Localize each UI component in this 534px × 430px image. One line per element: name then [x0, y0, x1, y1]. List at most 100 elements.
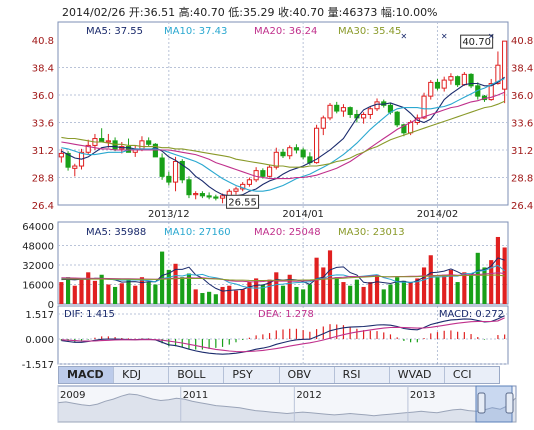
volume-bar: [254, 278, 259, 304]
volume-bar: [160, 251, 165, 304]
navigator-panel[interactable]: 2009 2011 2012 2013: [57, 385, 517, 423]
chart-labels: 40.8 40.8 38.4 38.4 36.0 36.0 33.6 33.6 31.2 31.2…: [22, 26, 534, 371]
candle-down: [334, 104, 340, 112]
price-y-tick-right: 40.8: [511, 36, 533, 47]
macd-dea-legend: DEA: 1.278: [258, 309, 314, 320]
tab-kdj[interactable]: KDJ: [114, 367, 170, 383]
macd-y-tick: 0.000: [25, 335, 54, 346]
volume-bar: [408, 282, 413, 304]
tab-boll[interactable]: BOLL: [169, 367, 225, 383]
price-y-tick-left: 26.4: [32, 201, 54, 212]
volume-bar: [307, 284, 312, 304]
volume-bar: [428, 255, 433, 304]
candle-up: [367, 108, 373, 115]
candle-down: [152, 143, 158, 158]
candle-down: [146, 140, 152, 145]
candle-down: [199, 193, 205, 197]
price-y-tick-right: 31.2: [511, 146, 533, 157]
volume-bar: [354, 279, 359, 304]
high-price-label: 40.70: [460, 34, 494, 49]
volume-bar: [106, 284, 111, 304]
candle-up: [273, 151, 279, 168]
tab-psy[interactable]: PSY: [224, 367, 280, 383]
low-price-label: 26.55: [226, 194, 260, 209]
candle-up: [139, 140, 145, 150]
event-marker-icon: ✕: [401, 32, 408, 41]
volume-bar: [240, 289, 245, 304]
volume-bar: [180, 277, 185, 304]
volume-ma-legend: MA5: 35988: [86, 227, 146, 238]
volume-bar: [92, 280, 98, 304]
candle-up: [314, 127, 320, 164]
volume-bar: [280, 285, 286, 304]
volume-bar: [99, 274, 104, 304]
price-ma30-line: [61, 100, 505, 168]
candle-down: [468, 73, 474, 87]
candle-down: [455, 76, 461, 86]
volume-bar: [227, 285, 232, 304]
volume-bar: [65, 277, 71, 304]
price-y-tick-right: 28.8: [511, 174, 533, 185]
volume-bar: [139, 277, 145, 304]
candle-up: [253, 170, 259, 181]
volume-bar: [113, 286, 118, 304]
volume-bar: [119, 283, 124, 304]
volume-y-tick: 48000: [22, 242, 54, 253]
candle-down: [166, 175, 172, 183]
indicator-tabs: MACD KDJ BOLL PSY OBV RSI WVAD CCI: [58, 366, 500, 384]
volume-bar: [348, 285, 353, 304]
volume-bar: [314, 257, 319, 304]
navigator-year-label: 2009: [60, 390, 85, 401]
candle-up: [85, 144, 91, 153]
macd-dea-line: [61, 317, 505, 353]
chart-grid: [57, 21, 509, 422]
macd-y-tick: -1.517: [22, 360, 54, 371]
candle-down: [179, 160, 185, 181]
candle-up: [327, 104, 333, 119]
volume-panel: [59, 236, 507, 304]
volume-bar: [193, 289, 198, 304]
event-marker-icon: ✕: [488, 32, 495, 41]
volume-bar: [79, 279, 84, 304]
volume-bar: [401, 280, 406, 304]
date-x-tick: 2014/02: [417, 209, 459, 220]
candle-down: [401, 124, 407, 134]
volume-bar: [341, 282, 346, 304]
macd-y-tick: 1.517: [25, 310, 54, 321]
tab-obv[interactable]: OBV: [280, 367, 335, 383]
price-panel: [58, 40, 508, 204]
volume-bar: [455, 282, 460, 304]
volume-bar: [72, 285, 77, 304]
price-y-tick-left: 31.2: [32, 146, 54, 157]
macd-value-legend: MACD: 0.272: [439, 309, 504, 320]
candle-down: [293, 147, 300, 151]
candle-up: [340, 107, 347, 112]
price-y-tick-left: 36.0: [32, 91, 54, 102]
volume-ma-legend: MA10: 27160: [164, 227, 231, 238]
candle-down: [347, 107, 353, 115]
macd-panel: [60, 315, 506, 355]
candle-down: [206, 195, 212, 198]
price-ma10-line: [61, 78, 505, 192]
volume-bar: [361, 286, 366, 304]
volume-bar: [126, 279, 131, 304]
navigator-price-area: [57, 393, 517, 423]
tab-cci[interactable]: CCI: [452, 368, 472, 381]
tab-wvad[interactable]: WVAD: [390, 367, 445, 383]
high-price-label-box: [460, 34, 494, 49]
volume-bar: [415, 278, 420, 304]
volume-ma-legend: MA30: 23013: [338, 227, 405, 238]
candle-down: [280, 151, 286, 157]
tab-rsi[interactable]: RSI: [335, 367, 390, 383]
volume-y-tick: 64000: [22, 222, 54, 233]
volume-bar: [166, 269, 171, 304]
volume-bar: [233, 290, 239, 304]
volume-bar: [502, 247, 507, 304]
volume-ma10-line: [61, 264, 505, 289]
tab-macd[interactable]: MACD: [59, 367, 115, 383]
volume-bar: [327, 250, 333, 304]
navigator-year-label: 2011: [183, 390, 208, 401]
volume-ma30-line: [61, 274, 505, 281]
volume-bar: [220, 286, 225, 304]
